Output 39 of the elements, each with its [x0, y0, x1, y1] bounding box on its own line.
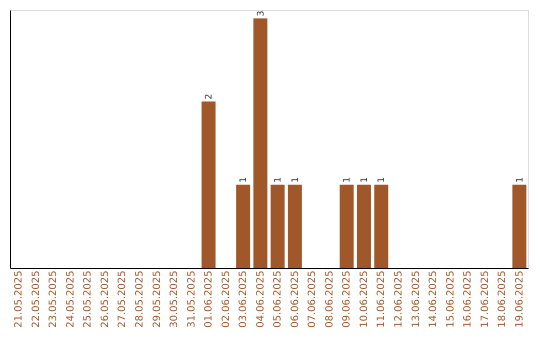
x-tick-label: 26.05.2025	[100, 270, 111, 328]
x-tick-label: 31.05.2025	[186, 270, 198, 328]
x-tick-label: 16.06.2025	[462, 270, 474, 328]
x-tick-label: 10.06.2025	[358, 270, 370, 328]
x-tick-label: 14.06.2025	[428, 270, 440, 328]
x-tick-label: 01.06.2025	[204, 270, 215, 328]
x-tick-label: 25.05.2025	[82, 270, 94, 328]
x-tick-label: 03.06.2025	[238, 270, 250, 328]
x-tick-label: 18.06.2025	[497, 270, 508, 328]
data-label: 1	[360, 177, 370, 183]
data-label: 1	[239, 177, 250, 183]
x-tick-label: 23.05.2025	[48, 270, 60, 328]
x-tick-label: 06.06.2025	[290, 270, 301, 328]
x-tick-label: 17.06.2025	[480, 270, 491, 328]
x-tick-label: 22.05.2025	[30, 270, 42, 328]
x-tick-label: 05.06.2025	[272, 270, 284, 328]
x-tick-label: 15.06.2025	[445, 270, 456, 328]
x-tick-label: 09.06.2025	[342, 270, 353, 328]
x-tick-label: 29.05.2025	[152, 270, 163, 328]
data-label: 2	[204, 94, 215, 100]
x-tick-label: 30.05.2025	[169, 270, 180, 328]
x-tick-label: 04.06.2025	[255, 270, 266, 328]
data-label: 1	[290, 177, 301, 183]
data-label: 1	[274, 177, 284, 183]
x-tick-label: 11.06.2025	[376, 270, 388, 328]
x-tick-label: 02.06.2025	[220, 270, 232, 328]
x-tick-label: 24.05.2025	[65, 270, 76, 328]
x-tick-label: 28.05.2025	[134, 270, 146, 328]
x-tick-label: 07.06.2025	[307, 270, 318, 328]
x-tick-label: 12.06.2025	[394, 270, 404, 328]
x-tick-label: 21.05.2025	[14, 270, 25, 328]
x-tick-label: 19.06.2025	[514, 270, 526, 328]
data-label: 1	[377, 177, 388, 183]
data-label: 1	[342, 177, 353, 183]
x-tick-label: 13.06.2025	[410, 270, 422, 328]
data-label: 1	[515, 177, 526, 183]
x-tick-label: 08.06.2025	[324, 270, 336, 328]
x-tick-label: 27.05.2025	[117, 270, 128, 328]
data-label: 3	[256, 10, 266, 16]
